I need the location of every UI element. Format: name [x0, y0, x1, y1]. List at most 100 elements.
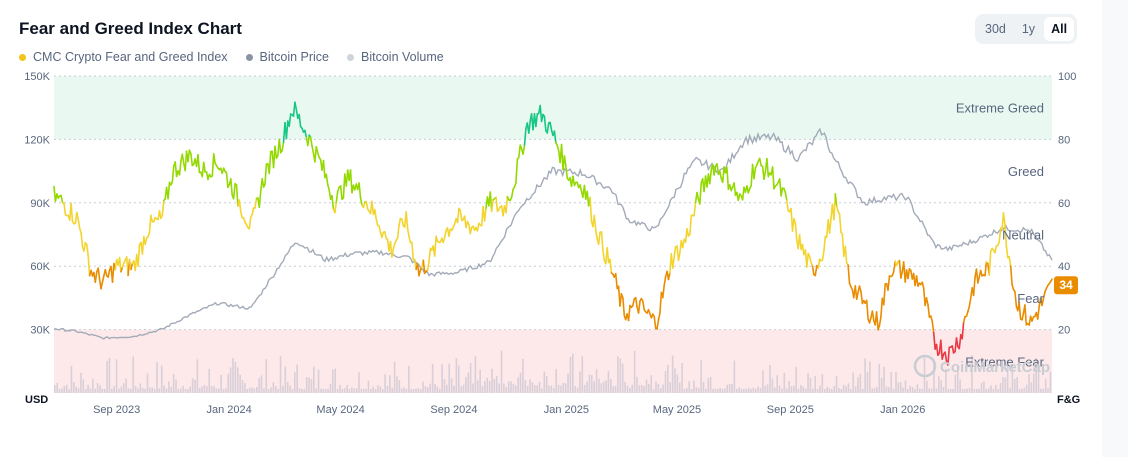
volume-bar-373	[940, 380, 942, 393]
volume-bar-23	[108, 357, 111, 393]
fear-greed-segment-429	[663, 275, 667, 287]
volume-bar-230	[600, 383, 603, 393]
fear-greed-segment-377	[589, 196, 593, 222]
fear-greed-segment-331	[523, 128, 527, 146]
volume-bar-44	[158, 388, 161, 393]
right-side-strip	[1102, 0, 1128, 457]
fear-greed-segment-541	[823, 235, 827, 252]
volume-bar-332	[842, 384, 845, 393]
volume-bar-347	[878, 363, 881, 393]
volume-bar-180	[481, 386, 484, 393]
volume-bar-52	[177, 388, 180, 393]
fear-greed-segment-22	[83, 241, 87, 252]
volume-bar-73	[227, 373, 230, 393]
volume-bar-263	[678, 382, 681, 393]
volume-bar-149	[408, 365, 410, 393]
fear-greed-segment-140	[251, 207, 255, 216]
volume-bar-266	[686, 387, 688, 393]
fear-greed-segment-484	[741, 186, 745, 201]
volume-bar-225	[588, 374, 591, 393]
volume-bar-147	[403, 387, 405, 393]
volume-bar-173	[465, 377, 467, 393]
fear-greed-segment-106	[202, 161, 206, 173]
volume-bar-176	[472, 383, 474, 393]
fear-greed-segment-442	[681, 238, 686, 249]
volume-bar-268	[690, 388, 693, 393]
volume-bar-342	[866, 371, 869, 393]
right-tick-0: 100	[1058, 71, 1076, 83]
fear-greed-segment-426	[659, 291, 663, 315]
volume-bar-120	[339, 384, 341, 393]
volume-bar-150	[410, 388, 413, 393]
volume-bar-15	[89, 388, 92, 393]
volume-bar-397	[997, 388, 999, 393]
fear-greed-segment-573	[868, 317, 872, 324]
volume-bar-57	[189, 386, 192, 393]
volume-bar-376	[947, 388, 950, 393]
volume-bar-205	[541, 388, 543, 393]
volume-bar-96	[282, 385, 284, 393]
volume-bar-5	[65, 384, 68, 393]
fear-greed-segment-202	[339, 185, 343, 200]
volume-bar-253	[655, 381, 657, 393]
volume-bar-59	[194, 379, 196, 393]
volume-bar-306	[781, 388, 783, 393]
volume-bar-359	[907, 388, 909, 393]
volume-bar-121	[341, 388, 344, 393]
volume-bar-99	[289, 385, 291, 393]
fear-greed-segment-360	[564, 165, 569, 179]
volume-bar-333	[845, 386, 847, 393]
volume-bar-213	[560, 385, 562, 393]
range-button-30d[interactable]: 30d	[985, 22, 1006, 36]
volume-bar-101	[293, 372, 296, 393]
fear-greed-segment-620	[935, 343, 939, 357]
volume-bar-215	[564, 383, 567, 393]
volume-bar-127	[355, 388, 358, 393]
fear-greed-segment-409	[634, 296, 638, 308]
fear-greed-segment-380	[593, 214, 597, 232]
volume-bar-7	[70, 365, 73, 393]
x-tick-6: Sep 2025	[767, 404, 814, 416]
volume-bar-170	[457, 365, 460, 393]
fear-greed-segment-383	[597, 231, 601, 246]
range-button-1y[interactable]: 1y	[1021, 22, 1036, 36]
x-tick-3: Sep 2024	[430, 404, 477, 416]
volume-bar-13	[84, 388, 87, 393]
fear-greed-segment-132	[240, 211, 243, 219]
volume-bar-267	[688, 381, 691, 393]
volume-bar-69	[217, 388, 220, 393]
volume-bar-345	[873, 388, 876, 393]
range-button-all[interactable]: All	[1044, 17, 1075, 41]
volume-bar-324	[823, 388, 826, 393]
current-value-badge	[1054, 276, 1078, 295]
fear-greed-segment-473	[726, 166, 730, 190]
volume-bar-233	[607, 370, 610, 393]
volume-bar-105	[303, 388, 306, 393]
fear-greed-segment-540	[821, 250, 825, 261]
legend-item-bitcoin-price[interactable]: Bitcoin Price	[245, 50, 329, 64]
fear-greed-segment-641	[965, 310, 969, 318]
volume-bar-325	[826, 386, 828, 393]
volume-bar-37	[141, 387, 144, 393]
fear-greed-segment-359	[563, 155, 567, 167]
fear-greed-segment-533	[811, 265, 815, 276]
volume-bar-33	[132, 356, 135, 393]
fear-greed-segment-339	[535, 113, 539, 128]
volume-bar-379	[954, 374, 957, 393]
legend-item-bitcoin-volume[interactable]: Bitcoin Volume	[347, 50, 444, 64]
fear-greed-segment-55	[130, 262, 134, 271]
fear-greed-segment-129	[235, 184, 239, 207]
fear-greed-chart-svg[interactable]: Extreme Greed Greed Neutral Fear Extreme Fea…	[0, 0, 1102, 457]
fear-greed-segment-161	[281, 141, 285, 152]
right-tick-4: 20	[1058, 325, 1070, 337]
volume-bar-81	[246, 388, 249, 393]
volume-bar-245	[636, 376, 638, 393]
fear-greed-segment-308	[490, 199, 494, 213]
legend-item-fear-greed[interactable]: CMC Crypto Fear and Greed Index	[19, 50, 228, 64]
fear-greed-segment-30	[94, 270, 98, 284]
volume-bar-84	[253, 388, 256, 393]
volume-bar-283	[726, 384, 729, 393]
fear-greed-segment-17	[76, 211, 79, 221]
volume-bar-201	[531, 382, 534, 393]
fear-greed-segment-452	[696, 191, 700, 200]
